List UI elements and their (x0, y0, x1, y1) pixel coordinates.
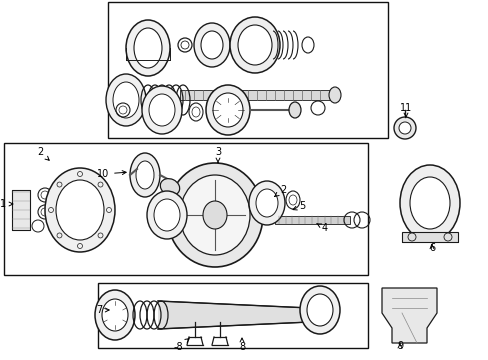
Ellipse shape (113, 82, 139, 118)
Bar (4, 143, 367, 275)
Ellipse shape (136, 161, 154, 189)
Ellipse shape (134, 28, 162, 68)
Bar (98, 283, 367, 348)
Ellipse shape (167, 163, 263, 267)
Ellipse shape (306, 294, 332, 326)
Ellipse shape (409, 177, 449, 229)
Ellipse shape (142, 86, 182, 134)
Text: 11: 11 (399, 103, 411, 117)
Ellipse shape (180, 175, 249, 255)
Ellipse shape (95, 290, 135, 340)
Ellipse shape (393, 117, 415, 139)
Ellipse shape (130, 153, 160, 197)
Ellipse shape (126, 20, 170, 76)
Ellipse shape (45, 168, 115, 252)
Ellipse shape (160, 179, 179, 195)
Ellipse shape (229, 17, 280, 73)
Bar (274, 216, 349, 224)
Ellipse shape (194, 23, 229, 67)
Text: 4: 4 (316, 223, 327, 233)
Text: 8: 8 (239, 338, 244, 352)
Ellipse shape (203, 201, 226, 229)
Bar (12, 190, 30, 230)
Ellipse shape (256, 189, 278, 217)
Bar (401, 232, 457, 242)
Text: 3: 3 (215, 147, 221, 163)
Ellipse shape (398, 122, 410, 134)
Text: 5: 5 (292, 201, 305, 211)
Ellipse shape (56, 180, 104, 240)
Ellipse shape (288, 102, 301, 118)
Text: 6: 6 (428, 243, 434, 253)
Ellipse shape (399, 165, 459, 241)
Ellipse shape (154, 199, 180, 231)
Text: 2: 2 (37, 147, 49, 160)
Ellipse shape (238, 25, 271, 65)
Polygon shape (381, 288, 436, 343)
Text: -8: -8 (173, 339, 189, 352)
Ellipse shape (201, 31, 223, 59)
Bar (180, 90, 329, 100)
Text: 10: 10 (97, 169, 126, 179)
Ellipse shape (205, 85, 249, 135)
Text: 2: 2 (274, 185, 285, 197)
Text: 1: 1 (0, 199, 13, 209)
Ellipse shape (147, 191, 186, 239)
Text: 7: 7 (96, 305, 109, 315)
Ellipse shape (328, 87, 340, 103)
Ellipse shape (149, 94, 175, 126)
Ellipse shape (213, 93, 243, 127)
Bar (108, 2, 387, 138)
Text: 9: 9 (396, 341, 402, 351)
Ellipse shape (248, 181, 285, 225)
Ellipse shape (299, 286, 339, 334)
Ellipse shape (102, 299, 128, 331)
Polygon shape (158, 301, 309, 329)
Ellipse shape (106, 74, 146, 126)
